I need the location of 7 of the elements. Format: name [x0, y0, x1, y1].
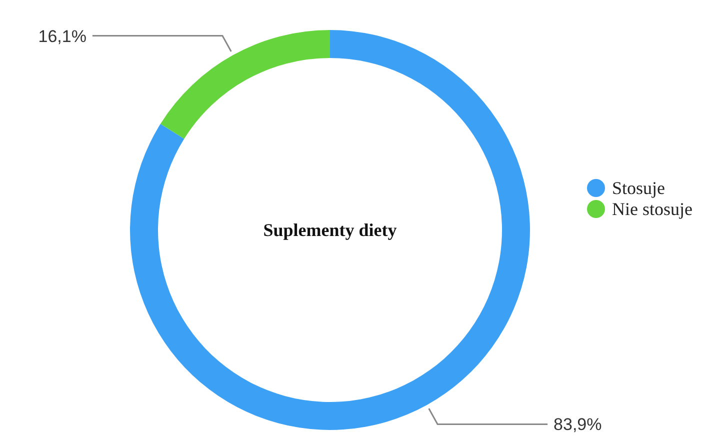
donut-slice — [160, 30, 330, 139]
legend-label: Nie stosuje — [612, 199, 692, 219]
legend-label: Stosuje — [612, 178, 666, 198]
text: Suplementy diety — [263, 220, 397, 240]
data-label: 16,1% — [38, 26, 86, 46]
data-label: 83,9% — [554, 415, 602, 434]
donut-slice — [130, 30, 530, 430]
